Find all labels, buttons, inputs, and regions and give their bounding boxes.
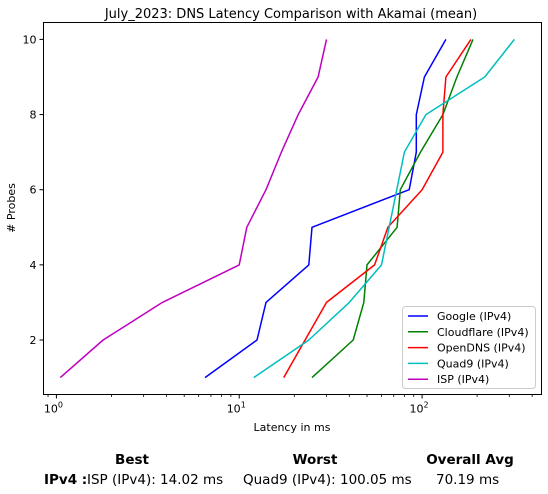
legend-label: Google (IPv4) (437, 310, 511, 323)
worst-value: Quad9 (IPv4): 100.05 ms (243, 472, 412, 488)
series-line-quad9-ipv4 (253, 38, 515, 379)
y-axis-label: # Probes (5, 183, 18, 233)
series-line-cloudflare-ipv4 (311, 39, 474, 379)
legend-label: Cloudflare (IPv4) (437, 326, 529, 339)
y-tick-label: 8 (30, 109, 37, 122)
legend-label: Quad9 (IPv4) (437, 357, 509, 370)
worst-header: Worst (292, 452, 338, 468)
y-tick-label: 2 (30, 334, 37, 347)
x-tick-label: 101 (227, 401, 246, 416)
ipv4-row-label: IPv4 : (44, 472, 88, 488)
best-header: Best (115, 452, 149, 468)
legend-label: ISP (IPv4) (437, 373, 489, 386)
legend-box (402, 306, 536, 389)
best-value: ISP (IPv4): 14.02 ms (87, 472, 224, 488)
x-axis-label: Latency in ms (254, 421, 331, 434)
series-line-google-ipv4 (204, 39, 447, 379)
legend: Google (IPv4) Cloudflare (IPv4) OpenDNS (I… (402, 306, 536, 389)
x-axis: 100 101 102 (44, 394, 533, 416)
series-line-opendns-ipv4 (283, 38, 472, 378)
chart-title: July_2023: DNS Latency Comparison with A… (104, 7, 477, 22)
chart: July_2023: DNS Latency Comparison with A… (5, 7, 542, 434)
overall-avg-value: 70.19 ms (436, 472, 500, 488)
x-tick-label: 100 (44, 401, 63, 416)
y-axis: 2 4 6 8 10 (23, 33, 44, 347)
summary-table: Best Worst Overall Avg IPv4 : ISP (IPv4)… (0, 448, 548, 494)
y-tick-label: 6 (30, 184, 37, 197)
x-tick-label: 102 (410, 401, 429, 416)
legend-label: OpenDNS (IPv4) (437, 342, 526, 355)
series-line-isp-ipv4 (59, 39, 328, 379)
overall-avg-header: Overall Avg (426, 452, 514, 468)
series-lines (59, 38, 515, 379)
y-tick-label: 10 (23, 33, 37, 46)
y-tick-label: 4 (30, 259, 37, 272)
